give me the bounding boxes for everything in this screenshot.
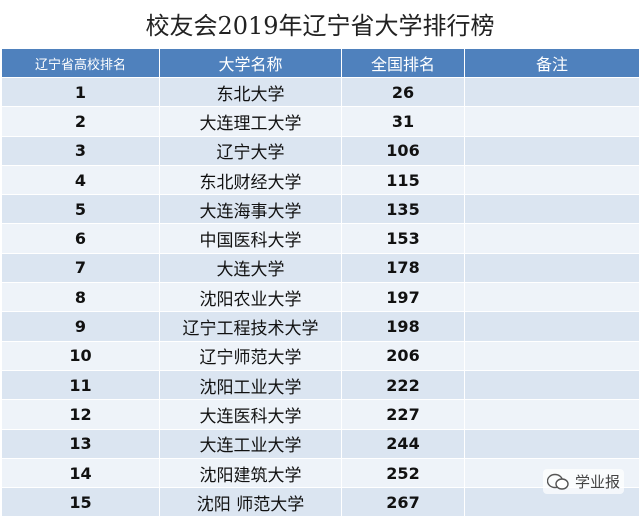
table-cell: 135	[341, 194, 465, 225]
title: 校友会2019年辽宁省大学排行榜	[145, 12, 495, 40]
empty-cell	[464, 369, 640, 401]
empty-cell	[464, 194, 640, 225]
table-row: 7 大连大学 178	[1, 252, 640, 284]
table-cell: 12	[1, 399, 160, 430]
table-cell: 大连医科大学	[159, 399, 342, 430]
table-cell: 15	[1, 487, 160, 517]
table-cell: 大连工业大学	[159, 428, 342, 459]
table-cell: 26	[341, 76, 465, 108]
table-row: 11 沈阳工业大学 222	[1, 369, 640, 401]
table-cell: 7	[1, 252, 160, 284]
ranking-table: 辽宁省高校排名 大学名称 全国排名 备注 1 东北大学 26 2 大连理工大学 31 3 辽宁大学 1…	[1, 48, 640, 517]
table-cell: 31	[341, 106, 465, 137]
table-cell: 227	[341, 399, 465, 430]
empty-cell	[464, 223, 640, 254]
column-header: 大学名称	[159, 48, 342, 78]
empty-cell	[464, 340, 640, 371]
empty-cell	[464, 76, 640, 108]
table-row: 5 大连海事大学 135	[1, 194, 640, 225]
table-row: 1 东北大学 26	[1, 76, 640, 108]
table-cell: 4	[1, 164, 160, 196]
table-cell: 153	[341, 223, 465, 254]
table-row: 9 辽宁工程技术大学 198	[1, 311, 640, 342]
column-header: 辽宁省高校排名	[1, 48, 160, 78]
table-cell: 辽宁师范大学	[159, 340, 342, 371]
table-cell: 沈阳农业大学	[159, 282, 342, 313]
table-cell: 178	[341, 252, 465, 284]
table-cell: 9	[1, 311, 160, 342]
table-row: 15 沈阳 师范大学 267	[1, 487, 640, 517]
table-cell: 辽宁工程技术大学	[159, 311, 342, 342]
table-cell: 东北财经大学	[159, 164, 342, 196]
watermark: 学业报	[542, 469, 624, 494]
table-cell: 198	[341, 311, 465, 342]
table-row: 13 大连工业大学 244	[1, 428, 640, 459]
table-cell: 大连大学	[159, 252, 342, 284]
header-row: 辽宁省高校排名 大学名称 全国排名 备注	[1, 48, 640, 78]
table-cell: 115	[341, 164, 465, 196]
table-cell: 267	[341, 487, 465, 517]
table-row: 4 东北财经大学 115	[1, 164, 640, 196]
table-cell: 大连海事大学	[159, 194, 342, 225]
table-row: 8 沈阳农业大学 197	[1, 282, 640, 313]
column-header: 备注	[464, 48, 640, 78]
table-cell: 6	[1, 223, 160, 254]
table-cell: 13	[1, 428, 160, 459]
table-row: 10 辽宁师范大学 206	[1, 340, 640, 371]
table-body: 1 东北大学 26 2 大连理工大学 31 3 辽宁大学 106 4 东北财经大学 115 5 大连海事大…	[1, 76, 640, 517]
table-cell: 252	[341, 457, 465, 489]
table-cell: 沈阳工业大学	[159, 369, 342, 401]
column-header: 全国排名	[341, 48, 465, 78]
table-row: 6 中国医科大学 153	[1, 223, 640, 254]
table-cell: 14	[1, 457, 160, 489]
empty-cell	[464, 106, 640, 137]
table-cell: 11	[1, 369, 160, 401]
empty-cell	[464, 282, 640, 313]
empty-cell	[464, 135, 640, 166]
wechat-icon	[546, 473, 569, 490]
empty-cell	[464, 252, 640, 284]
table-cell: 222	[341, 369, 465, 401]
table-cell: 206	[341, 340, 465, 371]
table-cell: 2	[1, 106, 160, 137]
table-cell: 8	[1, 282, 160, 313]
table-cell: 大连理工大学	[159, 106, 342, 137]
table-cell: 沈阳 师范大学	[159, 487, 342, 517]
table-cell: 沈阳建筑大学	[159, 457, 342, 489]
table-row: 12 大连医科大学 227	[1, 399, 640, 430]
table-cell: 5	[1, 194, 160, 225]
empty-cell	[464, 428, 640, 459]
empty-cell	[464, 311, 640, 342]
empty-cell	[464, 399, 640, 430]
table-cell: 辽宁大学	[159, 135, 342, 166]
table-cell: 东北大学	[159, 76, 342, 108]
table-cell: 106	[341, 135, 465, 166]
table-cell: 10	[1, 340, 160, 371]
table-cell: 1	[1, 76, 160, 108]
table-row: 3 辽宁大学 106	[1, 135, 640, 166]
table-cell: 244	[341, 428, 465, 459]
table-cell: 中国医科大学	[159, 223, 342, 254]
table-cell: 197	[341, 282, 465, 313]
table-cell: 3	[1, 135, 160, 166]
empty-cell	[464, 164, 640, 196]
watermark-text: 学业报	[574, 473, 620, 491]
table-row: 2 大连理工大学 31	[1, 106, 640, 137]
